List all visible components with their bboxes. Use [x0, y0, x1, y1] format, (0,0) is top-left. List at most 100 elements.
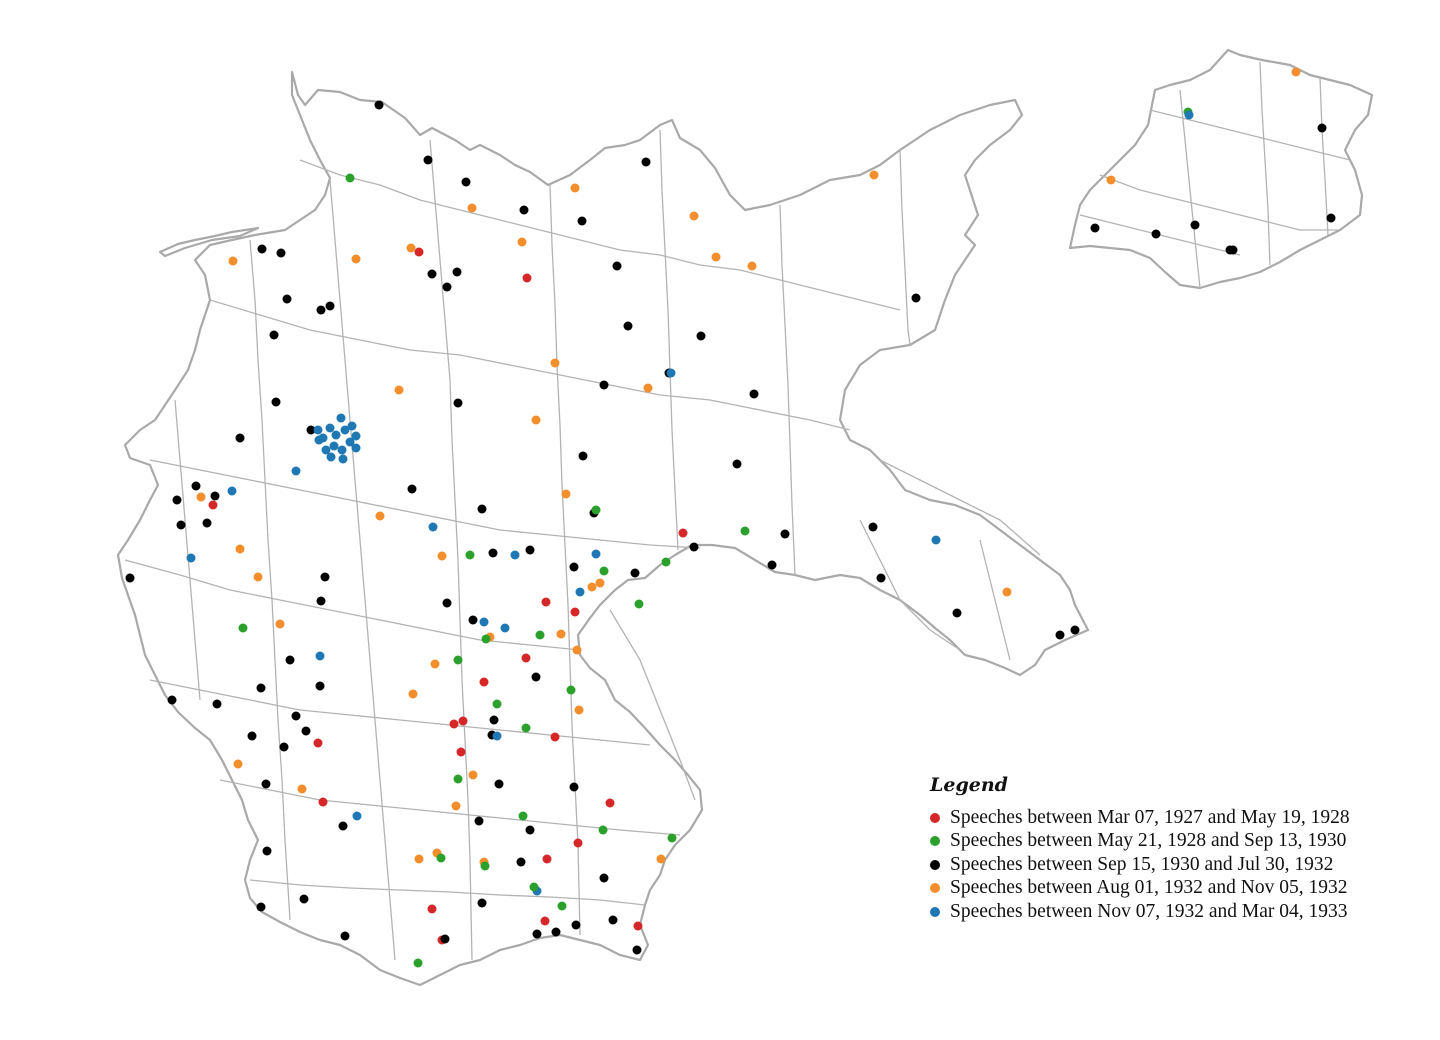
speech-marker-green — [465, 550, 475, 560]
speech-marker-orange — [556, 629, 566, 639]
speech-marker-blue — [591, 549, 601, 559]
speech-marker-blue — [326, 452, 336, 462]
speech-marker-black — [271, 397, 281, 407]
speech-marker-black — [452, 267, 462, 277]
speech-marker-black — [1151, 229, 1161, 239]
speech-marker-blue — [331, 430, 341, 440]
speech-marker-orange — [235, 544, 245, 554]
speech-marker-orange — [430, 659, 440, 669]
speech-marker-black — [732, 459, 742, 469]
speech-marker-blue — [325, 423, 335, 433]
speech-marker-black — [577, 216, 587, 226]
speech-marker-black — [212, 699, 222, 709]
speech-marker-blue — [313, 425, 323, 435]
speech-marker-green — [591, 505, 601, 515]
speech-marker-black — [338, 821, 348, 831]
speech-marker-black — [952, 608, 962, 618]
speech-marker-black — [316, 596, 326, 606]
speech-marker-black — [641, 157, 651, 167]
speech-marker-blue — [227, 486, 237, 496]
speech-marker-green — [436, 853, 446, 863]
speech-marker-orange — [375, 511, 385, 521]
speech-marker-red — [208, 500, 218, 510]
speech-marker-black — [247, 731, 257, 741]
speech-marker-black — [569, 562, 579, 572]
speech-marker-green — [535, 630, 545, 640]
speech-marker-green — [492, 699, 502, 709]
speech-marker-blue — [500, 623, 510, 633]
east-prussia-outline — [1068, 48, 1374, 290]
speech-marker-orange — [253, 572, 263, 582]
speech-marker-red — [427, 904, 437, 914]
speech-marker-orange — [574, 705, 584, 715]
speech-marker-green — [661, 557, 671, 567]
speech-marker-orange — [406, 243, 416, 253]
speech-marker-black — [1317, 123, 1327, 133]
speech-marker-black — [407, 484, 417, 494]
legend-swatch-orange — [930, 883, 940, 894]
speech-marker-black — [749, 389, 759, 399]
speech-marker-black — [210, 491, 220, 501]
speech-marker-black — [632, 945, 642, 955]
speech-marker-green — [453, 774, 463, 784]
speech-marker-black — [301, 726, 311, 736]
speech-marker-black — [1070, 625, 1080, 635]
speech-marker-black — [176, 520, 186, 530]
speech-marker-red — [605, 798, 615, 808]
legend-label-4: Speeches between Aug 01, 1932 and Nov 05… — [950, 877, 1348, 899]
legend-item-3: Speeches between Sep 15, 1930 and Jul 30… — [930, 853, 1410, 877]
speech-marker-black — [623, 321, 633, 331]
speech-marker-black — [423, 155, 433, 165]
speech-marker-green — [238, 623, 248, 633]
speech-marker-black — [1090, 223, 1100, 233]
speech-marker-blue — [345, 437, 355, 447]
speech-marker-red — [414, 247, 424, 257]
speech-marker-black — [340, 931, 350, 941]
speech-marker-red — [313, 738, 323, 748]
speech-marker-blue — [492, 731, 502, 741]
speech-marker-blue — [351, 431, 361, 441]
speech-marker-black — [494, 779, 504, 789]
speech-marker-black — [525, 825, 535, 835]
speech-marker-blue — [1184, 110, 1194, 120]
speech-marker-black — [202, 518, 212, 528]
speech-marker-blue — [315, 651, 325, 661]
legend-swatch-blue — [930, 906, 940, 917]
speech-marker-black — [442, 282, 452, 292]
speech-marker-blue — [352, 811, 362, 821]
speech-marker-orange — [711, 252, 721, 262]
speech-marker-black — [767, 560, 777, 570]
speech-marker-black — [276, 248, 286, 258]
speech-marker-red — [521, 653, 531, 663]
speech-marker-red — [541, 597, 551, 607]
speech-marker-black — [569, 782, 579, 792]
frisian-islands — [158, 226, 260, 258]
legend-label-3: Speeches between Sep 15, 1930 and Jul 30… — [950, 853, 1334, 875]
speech-marker-orange — [394, 385, 404, 395]
district-boundaries — [116, 48, 1374, 987]
speech-marker-black — [696, 331, 706, 341]
legend-swatch-red — [930, 812, 940, 823]
speech-marker-black — [780, 529, 790, 539]
speech-marker-red — [678, 528, 688, 538]
speech-marker-blue — [351, 443, 361, 453]
speech-marker-blue — [338, 454, 348, 464]
speech-marker-black — [1055, 630, 1065, 640]
speech-marker-black — [525, 545, 535, 555]
speech-marker-black — [608, 915, 618, 925]
speech-marker-black — [269, 330, 279, 340]
speech-marker-black — [440, 934, 450, 944]
speech-marker-green — [413, 958, 423, 968]
speech-marker-blue — [340, 425, 350, 435]
speech-marker-orange — [570, 183, 580, 193]
speech-marker-black — [299, 894, 309, 904]
speech-marker-black — [532, 929, 542, 939]
legend-item-1: Speeches between Mar 07, 1927 and May 19… — [930, 806, 1410, 830]
speech-marker-black — [689, 542, 699, 552]
speech-marker-blue — [329, 441, 339, 451]
speech-marker-red — [318, 797, 328, 807]
speech-marker-green — [599, 566, 609, 576]
speech-marker-black — [876, 573, 886, 583]
speech-marker-black — [325, 301, 335, 311]
legend-item-2: Speeches between May 21, 1928 and Sep 13… — [930, 830, 1410, 854]
